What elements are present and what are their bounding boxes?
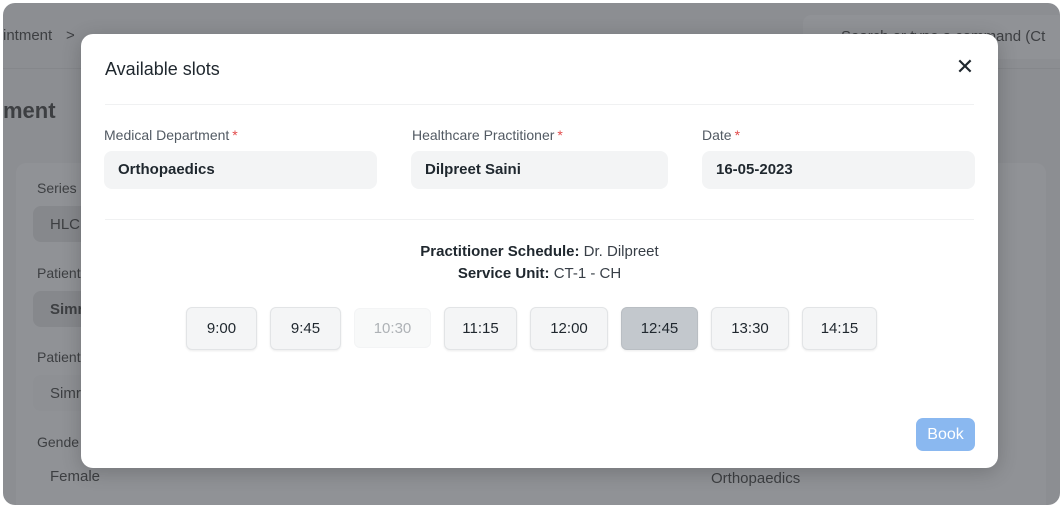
page-title: ment bbox=[3, 98, 56, 123]
practitioner-label: Healthcare Practitioner * bbox=[412, 127, 563, 143]
field-label: Patient bbox=[37, 265, 81, 281]
close-icon[interactable]: ✕ bbox=[955, 54, 975, 79]
field-label: Series bbox=[37, 180, 77, 196]
gender-value: Female bbox=[50, 468, 101, 485]
service-unit: Service Unit: CT-1 - CH bbox=[457, 265, 622, 282]
medical-department-input[interactable]: Orthopaedics bbox=[104, 151, 377, 189]
slot-button[interactable]: 9:00 bbox=[186, 307, 257, 350]
department-value: Orthopaedics bbox=[711, 470, 801, 487]
field-label: Gende bbox=[37, 434, 80, 450]
field-value: Simr bbox=[50, 301, 84, 318]
slot-button[interactable]: 14:15 bbox=[802, 307, 877, 350]
practitioner-schedule: Practitioner Schedule: Dr. Dilpreet bbox=[420, 243, 659, 260]
slot-button[interactable]: 13:30 bbox=[711, 307, 789, 350]
divider bbox=[105, 104, 974, 105]
date-label: Date * bbox=[702, 127, 741, 143]
book-button[interactable]: Book bbox=[916, 418, 975, 451]
slot-list: 9:00 9:45 10:30 11:15 12:00 12:45 13:30 … bbox=[186, 307, 877, 350]
slot-button[interactable]: 9:45 bbox=[270, 307, 341, 350]
slot-button[interactable]: 11:15 bbox=[444, 307, 517, 350]
slot-button-selected[interactable]: 12:45 bbox=[621, 307, 698, 350]
available-slots-dialog: Available slots ✕ Medical Department * Or… bbox=[81, 34, 998, 468]
field-value: Simr bbox=[50, 385, 81, 402]
practitioner-input[interactable]: Dilpreet Saini bbox=[411, 151, 668, 189]
slot-button-disabled: 10:30 bbox=[354, 308, 431, 348]
field-value: HLC bbox=[50, 216, 81, 233]
slot-button[interactable]: 12:00 bbox=[530, 307, 608, 350]
breadcrumb-item[interactable]: intment bbox=[3, 27, 53, 44]
date-input[interactable]: 16-05-2023 bbox=[702, 151, 975, 189]
divider bbox=[105, 219, 974, 220]
dialog-title: Available slots bbox=[105, 59, 220, 79]
field-label: Patient bbox=[37, 349, 81, 365]
breadcrumb-separator: > bbox=[66, 27, 75, 44]
medical-department-label: Medical Department * bbox=[104, 127, 238, 143]
